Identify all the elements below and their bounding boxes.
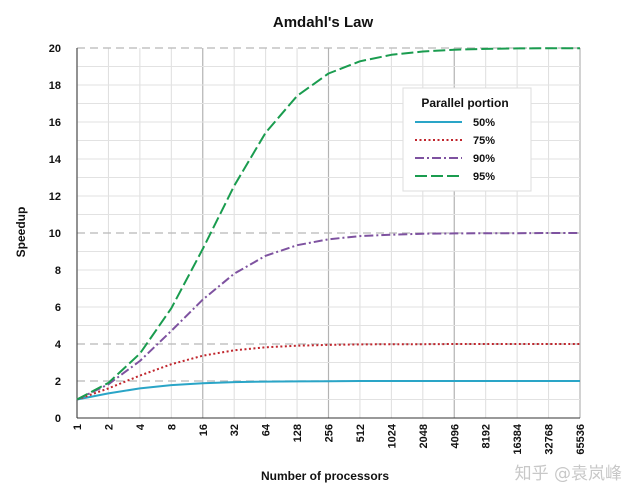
- x-tick-label: 16: [198, 424, 210, 436]
- x-axis-label: Number of processors: [261, 469, 389, 483]
- x-tick-label: 4: [135, 423, 147, 430]
- y-tick-label: 8: [55, 265, 61, 277]
- legend-items: 50% 75% 90% 95%: [415, 117, 495, 183]
- series-line: [76, 232, 580, 401]
- x-tick-label: 16384: [512, 423, 524, 454]
- x-tick-label: 2: [103, 424, 115, 430]
- y-tick-label: 18: [49, 80, 61, 92]
- x-tick-label: 32: [229, 424, 241, 436]
- series-lines: [76, 47, 580, 401]
- legend-label: 75%: [473, 135, 495, 147]
- legend-label: 50%: [473, 117, 495, 129]
- legend-label: 95%: [473, 171, 495, 183]
- x-tick-label: 512: [355, 424, 367, 442]
- series-line: [76, 380, 580, 401]
- x-tick-label: 2048: [418, 424, 430, 448]
- x-tick-label: 4096: [449, 424, 461, 448]
- legend-label: 90%: [473, 153, 495, 165]
- y-tick-label: 14: [49, 154, 62, 166]
- x-tick-label: 1: [72, 424, 84, 430]
- x-tick-label: 8192: [481, 424, 493, 448]
- x-tick-label: 256: [324, 424, 336, 442]
- series-line: [76, 47, 580, 401]
- y-tick-label: 10: [49, 228, 61, 240]
- x-tick-label: 64: [261, 423, 273, 436]
- y-tick-label: 4: [55, 339, 62, 351]
- y-tick-label: 6: [55, 302, 61, 314]
- y-tick-labels: 0 2 4 6 8 10 12 14 16 18 20: [49, 43, 62, 425]
- x-tick-label: 1024: [386, 423, 398, 448]
- x-tick-label: 65536: [575, 424, 587, 455]
- axes: [76, 48, 580, 419]
- chart-title: Amdahl's Law: [273, 14, 374, 31]
- y-tick-label: 0: [55, 413, 61, 425]
- legend: Parallel portion 50% 75% 90% 95%: [402, 87, 532, 192]
- x-tick-label: 128: [292, 424, 304, 442]
- y-axis-label: Speedup: [14, 207, 28, 258]
- x-tick-labels: 1 2 4 8 16 32 64 128 256 512 1024 2048 4096 8192 16384…: [72, 423, 587, 454]
- x-tick-label: 8: [166, 424, 178, 430]
- y-tick-label: 16: [49, 117, 61, 129]
- watermark: 知乎 @袁岚峰: [515, 464, 622, 484]
- x-tick-label: 32768: [544, 424, 556, 455]
- y-tick-label: 2: [55, 376, 61, 388]
- y-tick-label: 20: [49, 43, 61, 55]
- y-tick-label: 12: [49, 191, 61, 203]
- legend-title: Parallel portion: [421, 96, 508, 110]
